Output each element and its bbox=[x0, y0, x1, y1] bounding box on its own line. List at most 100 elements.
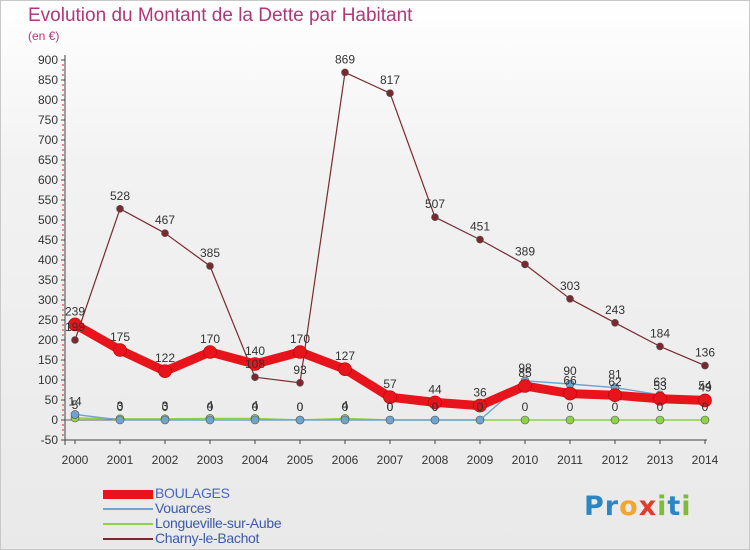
data-label-longueville-sur-aube: 0 bbox=[432, 400, 439, 414]
data-label-vouarces: 54 bbox=[698, 378, 712, 392]
data-label-charny-le-bachot: 385 bbox=[200, 246, 220, 260]
data-label-boulages: 53 bbox=[653, 379, 667, 393]
x-tick-label: 2011 bbox=[557, 453, 583, 467]
y-tick-label: 300 bbox=[38, 293, 58, 307]
data-label-charny-le-bachot: 817 bbox=[380, 73, 400, 87]
data-label-vouarces: 98 bbox=[518, 361, 532, 375]
x-tick-label: 2006 bbox=[332, 453, 359, 467]
data-label-vouarces: 0 bbox=[252, 400, 259, 414]
legend-swatch-longueville-sur-aube bbox=[103, 523, 153, 525]
y-tick-label: 700 bbox=[38, 133, 58, 147]
data-label-boulages: 57 bbox=[383, 377, 397, 391]
x-tick-label: 2007 bbox=[377, 453, 404, 467]
data-label-vouarces: 63 bbox=[653, 375, 667, 389]
y-tick-label: 750 bbox=[38, 113, 58, 127]
data-label-vouarces: 0 bbox=[297, 400, 304, 414]
legend-label-charny-le-bachot: Charny-le-Bachot bbox=[155, 530, 260, 546]
legend-label-vouarces: Vouarces bbox=[155, 500, 211, 516]
data-point-charny-le-bachot bbox=[521, 260, 529, 269]
data-point-charny-le-bachot bbox=[116, 205, 124, 213]
data-point-charny-le-bachot bbox=[296, 378, 304, 387]
data-label-charny-le-bachot: 451 bbox=[470, 220, 490, 234]
data-label-vouarces: 0 bbox=[207, 400, 214, 414]
legend-swatch-vouarces bbox=[103, 508, 153, 510]
data-point-charny-le-bachot bbox=[386, 89, 394, 97]
data-point-charny-le-bachot bbox=[431, 213, 439, 221]
data-label-longueville-sur-aube: 0 bbox=[522, 400, 529, 414]
data-label-longueville-sur-aube: 0 bbox=[612, 400, 619, 414]
x-tick-label: 2010 bbox=[512, 453, 539, 467]
y-tick-label: 350 bbox=[38, 273, 58, 287]
legend-label-boulages: BOULAGES bbox=[155, 485, 230, 501]
legend-label-longueville-sur-aube: Longueville-sur-Aube bbox=[155, 515, 282, 531]
data-point-vouarces bbox=[385, 415, 395, 425]
y-tick-label: 450 bbox=[38, 233, 58, 247]
data-label-longueville-sur-aube: 0 bbox=[657, 400, 664, 414]
data-label-vouarces: 0 bbox=[387, 400, 394, 414]
y-tick-label: 400 bbox=[38, 253, 58, 267]
data-point-charny-le-bachot bbox=[251, 373, 259, 382]
data-point-boulages bbox=[698, 393, 712, 408]
y-tick-label: 150 bbox=[38, 353, 58, 367]
data-point-charny-le-bachot bbox=[656, 342, 664, 351]
data-label-longueville-sur-aube: 4 bbox=[342, 398, 349, 412]
data-point-vouarces bbox=[295, 415, 305, 425]
data-label-boulages: 85 bbox=[518, 366, 532, 380]
x-tick-label: 2009 bbox=[467, 453, 494, 467]
data-label-boulages: 36 bbox=[473, 386, 487, 400]
data-label-longueville-sur-aube: 0 bbox=[297, 400, 304, 414]
data-point-boulages bbox=[653, 391, 667, 406]
x-tick-label: 2004 bbox=[242, 453, 269, 467]
data-label-charny-le-bachot: 467 bbox=[155, 213, 175, 227]
data-label-boulages: 170 bbox=[200, 332, 220, 346]
data-point-charny-le-bachot bbox=[611, 318, 619, 327]
data-point-boulages bbox=[473, 398, 487, 413]
data-label-vouarces: 0 bbox=[432, 400, 439, 414]
data-point-longueville-sur-aube bbox=[700, 415, 710, 425]
data-point-boulages bbox=[518, 379, 532, 393]
data-label-vouarces: 0 bbox=[477, 400, 484, 414]
data-label-charny-le-bachot: 528 bbox=[110, 189, 130, 203]
data-label-boulages: 170 bbox=[290, 332, 310, 346]
data-label-longueville-sur-aube: 4 bbox=[207, 398, 214, 412]
data-point-vouarces bbox=[160, 415, 170, 425]
data-label-boulages: 62 bbox=[608, 375, 622, 389]
data-point-vouarces bbox=[250, 415, 260, 425]
logo-letter: x bbox=[638, 491, 658, 522]
data-label-boulages: 122 bbox=[155, 351, 175, 365]
logo-letter: t bbox=[667, 491, 682, 522]
data-label-vouarces: 0 bbox=[162, 400, 169, 414]
data-point-charny-le-bachot bbox=[701, 361, 709, 370]
data-point-boulages bbox=[248, 357, 262, 371]
y-tick-label: 650 bbox=[38, 153, 58, 167]
logo-letter: i bbox=[657, 491, 668, 522]
data-label-boulages: 66 bbox=[563, 374, 577, 388]
x-tick-label: 2005 bbox=[287, 453, 314, 467]
data-label-charny-le-bachot: 93 bbox=[293, 363, 307, 377]
data-label-charny-le-bachot: 303 bbox=[560, 279, 580, 293]
logo-letter: i bbox=[681, 491, 692, 522]
data-label-vouarces: 81 bbox=[608, 368, 622, 382]
data-label-charny-le-bachot: 869 bbox=[335, 52, 355, 66]
y-tick-label: 50 bbox=[45, 393, 59, 407]
data-point-vouarces bbox=[475, 415, 485, 425]
data-point-longueville-sur-aube bbox=[520, 415, 530, 425]
data-label-longueville-sur-aube: 0 bbox=[567, 400, 574, 414]
data-label-boulages: 239 bbox=[65, 304, 85, 318]
data-point-boulages bbox=[563, 386, 577, 401]
data-point-charny-le-bachot bbox=[476, 235, 484, 244]
logo-letter: r bbox=[604, 491, 620, 522]
data-point-boulages bbox=[113, 343, 127, 357]
logo-letter: o bbox=[619, 491, 639, 522]
data-point-longueville-sur-aube bbox=[655, 415, 665, 425]
y-tick-label: -50 bbox=[41, 433, 59, 447]
data-point-boulages bbox=[203, 345, 217, 359]
data-point-charny-le-bachot bbox=[71, 336, 79, 344]
data-label-boulages: 44 bbox=[428, 382, 442, 396]
data-point-charny-le-bachot bbox=[161, 229, 169, 237]
data-point-charny-le-bachot bbox=[206, 262, 214, 270]
data-label-longueville-sur-aube: 5 bbox=[72, 398, 79, 412]
y-tick-label: 500 bbox=[38, 213, 58, 227]
